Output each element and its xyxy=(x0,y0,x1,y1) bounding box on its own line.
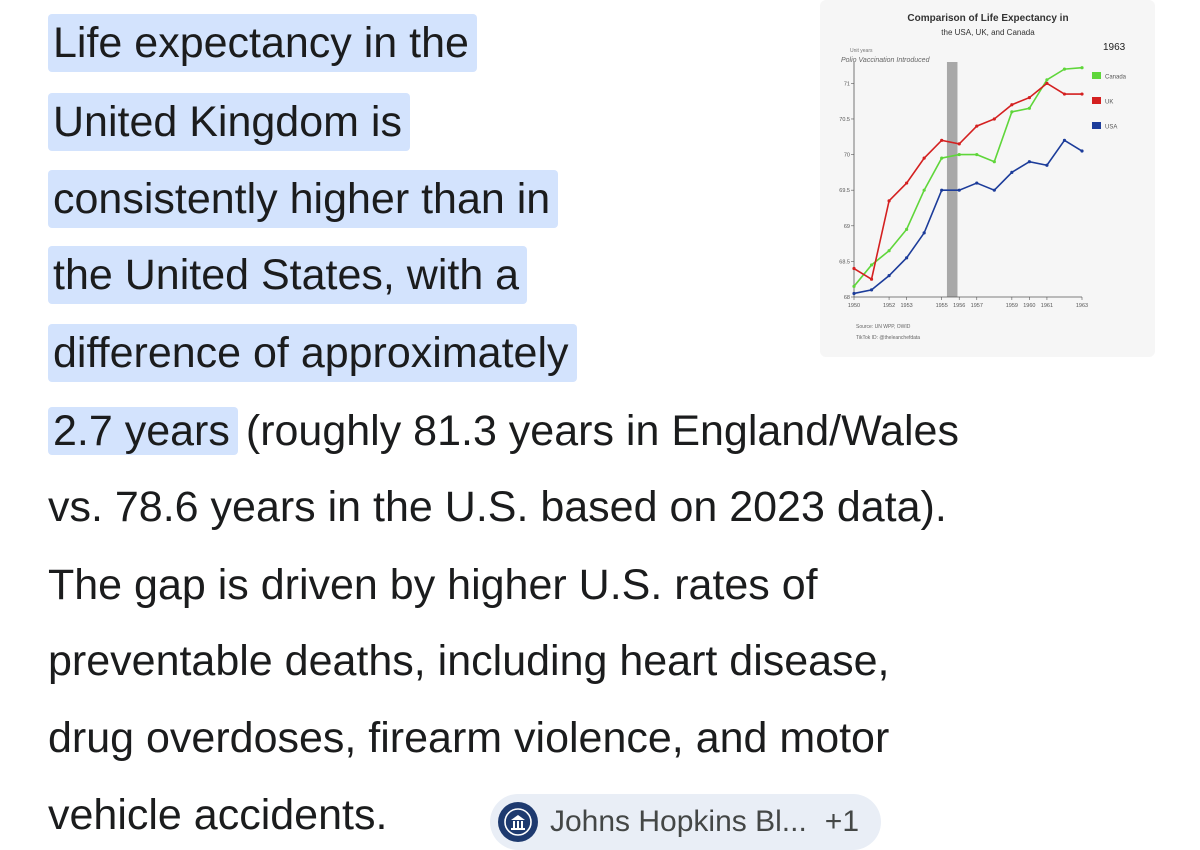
data-point-usa xyxy=(922,231,926,235)
chart-credit: TikTok ID: @theleanchefdata xyxy=(856,335,920,341)
line-6-rest: (roughly 81.3 years in England/Wales xyxy=(245,407,959,455)
y-tick-label: 70.5 xyxy=(839,117,850,123)
series-line-usa xyxy=(853,139,1083,295)
x-tick-label: 1953 xyxy=(900,303,912,309)
data-point-uk xyxy=(1080,92,1084,96)
data-point-usa xyxy=(1010,170,1014,174)
answer-line: vs. 78.6 years in the U.S. based on 2023… xyxy=(48,483,947,531)
vaccination-band xyxy=(946,62,958,297)
highlighted-line: consistently higher than in xyxy=(48,170,559,228)
data-point-usa xyxy=(1062,138,1067,142)
data-point-usa xyxy=(975,181,979,185)
x-tick-label: 1956 xyxy=(953,303,965,309)
data-point-uk xyxy=(1027,96,1031,100)
data-point-uk xyxy=(940,138,944,142)
data-point-canada xyxy=(922,188,926,192)
answer-line: drug overdoses, firearm violence, and mo… xyxy=(48,714,890,762)
data-point-canada xyxy=(1010,110,1014,114)
highlighted-line: Life expectancy in the xyxy=(48,14,477,72)
data-point-uk xyxy=(905,181,909,185)
university-seal-icon xyxy=(498,802,538,842)
data-point-usa xyxy=(940,188,944,192)
source-chip[interactable]: Johns Hopkins Bl... +1 xyxy=(490,794,882,850)
x-tick-label: 1955 xyxy=(936,303,948,309)
data-point-usa xyxy=(869,288,874,292)
highlighted-line: difference of approximately xyxy=(48,324,577,382)
chart-subtitle: the USA, UK, and Canada xyxy=(941,28,1035,37)
chart-annotation: Polio Vaccination Introduced xyxy=(841,57,931,64)
data-point-uk xyxy=(992,117,996,121)
data-point-uk xyxy=(1045,81,1049,85)
x-tick-label: 1952 xyxy=(883,303,895,309)
y-tick-label: 68 xyxy=(844,295,850,301)
y-tick-label: 70 xyxy=(844,153,850,159)
y-tick-label: 69.5 xyxy=(839,188,850,194)
data-point-canada xyxy=(992,160,996,164)
series-line-canada xyxy=(853,66,1083,287)
x-tick-label: 1957 xyxy=(971,303,983,309)
chart-y-unit: Unit years xyxy=(850,48,873,54)
y-tick-label: 71 xyxy=(844,81,850,87)
data-point-usa xyxy=(1080,149,1084,153)
data-point-usa xyxy=(852,291,856,296)
x-tick-label: 1960 xyxy=(1023,303,1035,309)
data-point-uk xyxy=(975,124,979,128)
legend-swatch-usa xyxy=(1092,122,1101,129)
highlighted-line: the United States, with a xyxy=(48,246,528,304)
x-tick-label: 1963 xyxy=(1076,303,1088,309)
data-point-canada xyxy=(957,152,961,157)
chart-source: Source: UN WPP, OWID xyxy=(856,324,911,330)
chart-title: Comparison of Life Expectancy in xyxy=(907,13,1068,24)
data-point-canada xyxy=(869,263,874,267)
data-point-uk xyxy=(1010,103,1014,107)
legend-swatch-uk xyxy=(1092,97,1101,104)
data-point-canada xyxy=(905,227,909,231)
source-chip-more-count: +1 xyxy=(824,805,860,838)
highlighted-years: 2.7 years xyxy=(48,407,238,455)
data-point-uk xyxy=(1062,92,1067,96)
data-point-canada xyxy=(1045,78,1049,82)
data-point-canada xyxy=(1027,106,1031,110)
data-point-usa xyxy=(887,274,891,278)
chart-year-label: 1963 xyxy=(1103,42,1126,53)
data-point-canada xyxy=(852,284,856,288)
data-point-canada xyxy=(887,249,891,253)
y-tick-label: 69 xyxy=(844,224,850,230)
data-point-uk xyxy=(852,266,856,271)
answer-line: preventable deaths, including heart dise… xyxy=(48,637,890,685)
data-point-canada xyxy=(1062,67,1067,71)
y-tick-label: 68.5 xyxy=(839,259,850,265)
data-point-canada xyxy=(1080,66,1084,70)
data-point-uk xyxy=(957,142,961,146)
answer-line-last: vehicle accidents. xyxy=(48,791,388,839)
data-point-usa xyxy=(905,256,909,260)
data-point-usa xyxy=(1027,160,1031,164)
x-tick-label: 1961 xyxy=(1041,303,1053,309)
data-point-usa xyxy=(992,188,996,192)
data-point-usa xyxy=(957,188,961,192)
data-point-canada xyxy=(975,152,979,157)
legend-label-canada: Canada xyxy=(1105,75,1127,81)
legend-label-uk: UK xyxy=(1105,100,1113,106)
answer-line: The gap is driven by higher U.S. rates o… xyxy=(48,561,818,609)
series-line-uk xyxy=(853,82,1082,281)
data-point-canada xyxy=(940,156,944,160)
data-point-uk xyxy=(922,156,926,160)
legend-label-usa: USA xyxy=(1105,125,1117,131)
x-tick-label: 1959 xyxy=(1006,303,1018,309)
source-chip-label: Johns Hopkins Bl... xyxy=(550,805,807,838)
chart-svg: Comparison of Life Expectancy in the USA… xyxy=(839,13,1127,341)
data-point-uk xyxy=(887,199,891,203)
data-point-usa xyxy=(1045,163,1049,167)
x-tick-label: 1950 xyxy=(848,303,860,309)
legend-swatch-canada xyxy=(1092,72,1101,79)
answer-line-6: 2.7 years (roughly 81.3 years in England/… xyxy=(48,402,959,460)
data-point-uk xyxy=(869,277,874,281)
life-expectancy-chart-image[interactable]: Comparison of Life Expectancy in the USA… xyxy=(820,0,1155,357)
highlighted-line: United Kingdom is xyxy=(48,93,410,151)
